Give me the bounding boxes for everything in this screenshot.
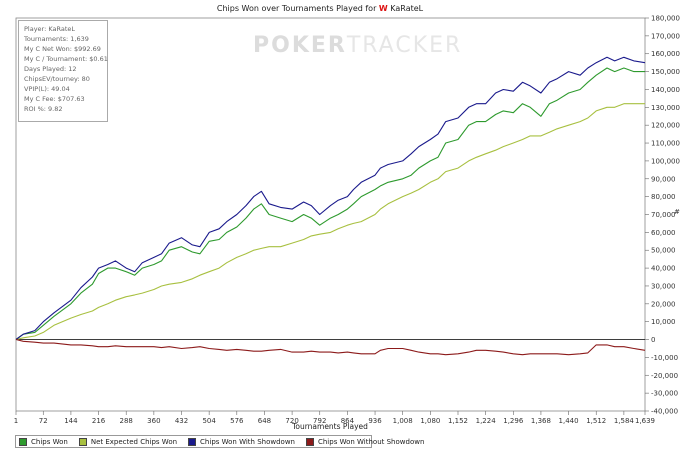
- x-tick-label: 576: [230, 417, 244, 425]
- x-tick-label: 288: [120, 417, 133, 425]
- x-tick-label: 1,080: [420, 417, 440, 425]
- x-tick-label: 144: [64, 417, 78, 425]
- info-fee: My C Fee: $707.63: [24, 95, 85, 103]
- series-line-chips-won: [15, 67, 645, 340]
- y-tick-label: 80,000: [651, 193, 676, 201]
- y-tick-label: 30,000: [651, 282, 676, 290]
- watermark-bold: POKER: [253, 33, 347, 58]
- x-tick-label: 1,440: [559, 417, 579, 425]
- x-tick-label: 792: [313, 417, 326, 425]
- y-tick-label: 130,000: [651, 104, 680, 112]
- y-tick-label: 140,000: [651, 86, 680, 94]
- legend: Chips Won Net Expected Chips Won Chips W…: [15, 435, 424, 448]
- x-tick-label: 1,639: [635, 417, 655, 425]
- x-tick-label: 72: [39, 417, 48, 425]
- y-axis-label: #: [674, 208, 680, 216]
- legend-item[interactable]: Chips Won: [19, 437, 68, 446]
- info-chipsev: ChipsEV/tourney: 80: [24, 75, 90, 83]
- y-tick-label: 180,000: [651, 15, 680, 23]
- info-days-played: Days Played: 12: [24, 65, 77, 73]
- legend-swatch-with-showdown: [188, 437, 197, 446]
- legend-swatch-chips-won: [19, 437, 27, 446]
- y-tick-label: -40,000: [651, 408, 678, 416]
- y-tick-label: 120,000: [651, 122, 680, 130]
- x-axis-label: Tournaments Played: [292, 422, 368, 431]
- y-tick-label: 40,000: [651, 265, 676, 273]
- x-tick-label: 1: [14, 417, 18, 425]
- chart-title: Chips Won over Tournaments Played for W …: [0, 4, 640, 13]
- y-tick-label: 20,000: [651, 300, 676, 308]
- y-tick-label: -10,000: [651, 354, 678, 362]
- x-tick-label: 648: [258, 417, 271, 425]
- legend-label: Chips Won With Showdown: [200, 437, 295, 446]
- y-tick-label: 160,000: [651, 50, 680, 58]
- legend-swatch-net-expected: [78, 437, 87, 446]
- y-tick-label: 60,000: [651, 229, 676, 237]
- info-per-tournament: My C / Tournament: $0.61: [24, 55, 108, 63]
- pokertracker-watermark: POKERTRACKER: [253, 33, 462, 58]
- x-tick-label: 1,368: [531, 417, 551, 425]
- x-tick-label: 360: [147, 417, 160, 425]
- legend-label: Chips Won: [31, 437, 68, 446]
- info-net-won: My C Net Won: $992.69: [24, 45, 101, 53]
- x-tick-label: 1,224: [476, 417, 497, 425]
- y-tick-label: -30,000: [651, 390, 678, 398]
- x-tick-label: 864: [341, 417, 355, 425]
- watermark-light: TRACKER: [346, 33, 463, 58]
- legend-item[interactable]: Net Expected Chips Won: [78, 437, 178, 446]
- y-tick-label: 50,000: [651, 247, 676, 255]
- y-tick-label: 100,000: [651, 157, 680, 165]
- series-line-chips-won-with-showdown: [15, 56, 646, 340]
- y-tick-label: 90,000: [651, 175, 676, 183]
- player-info-box: Player: KaRateL Tournaments: 1,639 My C …: [18, 20, 108, 122]
- legend-item[interactable]: Chips Won With Showdown: [188, 437, 295, 446]
- x-tick-label: 1,008: [393, 417, 413, 425]
- x-tick-label: 216: [92, 417, 106, 425]
- y-tick-label: 150,000: [651, 68, 680, 76]
- info-roi: ROI %: 9.82: [24, 105, 63, 113]
- x-tick-label: 936: [368, 417, 382, 425]
- info-tournaments: Tournaments: 1,639: [24, 35, 89, 43]
- x-tick-label: 432: [175, 417, 188, 425]
- legend-label: Net Expected Chips Won: [90, 437, 178, 446]
- y-tick-label: 110,000: [651, 140, 680, 148]
- x-tick-label: 1,584: [614, 417, 635, 425]
- x-tick-label: 1,296: [503, 417, 524, 425]
- info-vpip: VPIP(L): 49.04: [24, 85, 70, 93]
- legend-item[interactable]: Chips Won Without Showdown: [305, 437, 425, 446]
- y-tick-label: 0: [651, 336, 655, 344]
- y-tick-label: 170,000: [651, 32, 680, 40]
- series-line-chips-won-without-showdown: [15, 338, 646, 356]
- legend-label: Chips Won Without Showdown: [317, 437, 425, 446]
- info-player: Player: KaRateL: [24, 25, 76, 33]
- chart-title-prefix: Chips Won over Tournaments Played for: [216, 4, 377, 13]
- y-tick-label: 70,000: [651, 211, 676, 219]
- y-tick-label: 10,000: [651, 318, 676, 326]
- chart-title-player: KaRateL: [390, 4, 424, 13]
- x-tick-label: 720: [285, 417, 298, 425]
- x-tick-label: 1,152: [448, 417, 468, 425]
- x-tick-label: 1,512: [586, 417, 606, 425]
- y-tick-label: -20,000: [651, 372, 678, 380]
- x-tick-label: 504: [202, 417, 216, 425]
- legend-swatch-without-showdown: [305, 437, 314, 446]
- title-flag-icon: W: [378, 4, 388, 13]
- series-line-net-expected-chips-won: [15, 103, 645, 341]
